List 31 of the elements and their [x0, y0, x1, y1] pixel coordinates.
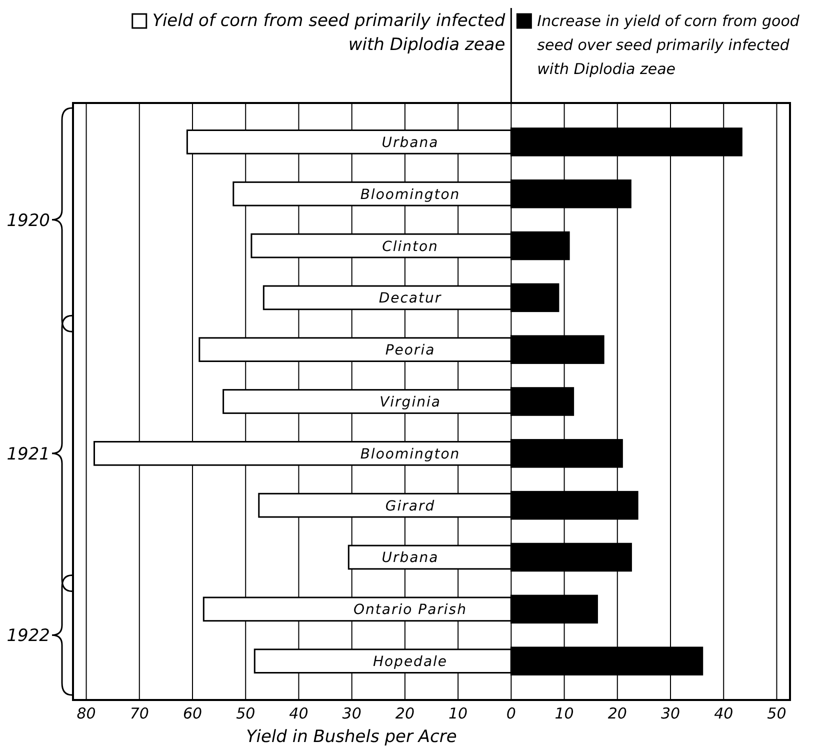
x-tick-label: 10 [554, 704, 574, 723]
x-tick-label: 40 [289, 704, 308, 723]
x-tick-label: 10 [448, 704, 468, 723]
y-tick-label: Bloomington [360, 446, 460, 462]
y-tick-label: Bloomington [360, 186, 460, 203]
x-tick-label: 50 [767, 704, 786, 723]
x-tick-label: 80 [76, 704, 96, 723]
y-tick-label: Girard [385, 498, 436, 514]
text: 1920 [6, 210, 50, 231]
legend-label: Increase in yield of corn from good seed over seed primarily infected with Diplodia zeae [537, 12, 800, 78]
x-tick-label: 50 [236, 704, 256, 723]
x-tick-label: 70 [130, 704, 149, 723]
y-tick-label: Hopedale [372, 654, 448, 670]
text: 1922 [6, 626, 50, 646]
y-tick-label: Virginia [380, 394, 441, 410]
x-axis-title: Yield in Bushels per Acre [246, 727, 457, 747]
y-tick-label: Urbana [382, 134, 439, 151]
x-tick-label: 30 [342, 704, 362, 723]
y-tick-label: Peoria [385, 342, 436, 359]
y-tick-label: Clinton [382, 238, 438, 255]
y-tick-label: Decatur [378, 290, 442, 307]
x-tick-label: 30 [660, 704, 680, 723]
legend-label: Yield of corn from seed primarily infected with Diplodia zeae [152, 11, 506, 55]
x-tick-label: 20 [608, 704, 627, 723]
x-tick-label: 60 [182, 704, 202, 723]
y-tick-label: Ontario Parish [354, 602, 467, 618]
y-tick-label: Urbana [382, 550, 439, 566]
x-tick-label: 20 [395, 704, 414, 723]
text: 1921 [6, 444, 50, 464]
x-tick-label: 40 [714, 704, 734, 723]
x-tick-label: 0 [506, 704, 516, 723]
